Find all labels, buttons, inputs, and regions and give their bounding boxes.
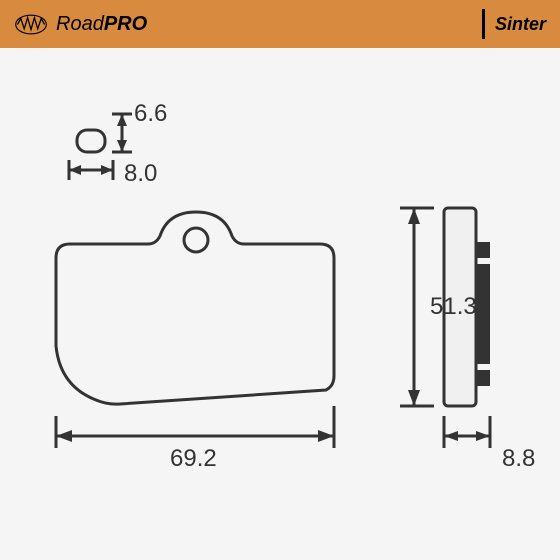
header-bar: RoadPRO Sinter <box>0 0 560 48</box>
product-subtitle: Sinter <box>495 14 546 35</box>
dim-w-arrow-r <box>318 430 334 442</box>
label-thickness: 8.8 <box>502 445 535 473</box>
header-left: RoadPRO <box>14 13 147 36</box>
dim-t-arrow-r <box>476 431 490 441</box>
dim-t-arrow-l <box>444 431 458 441</box>
dim-h-arrow-t <box>408 208 420 224</box>
dim-hole-h-arrow-up <box>117 114 127 126</box>
dim-h-arrow-b <box>408 390 420 406</box>
divider-bar <box>482 9 485 39</box>
title-suffix: PRO <box>104 13 147 35</box>
label-width: 69.2 <box>170 445 217 473</box>
header-right: Sinter <box>482 9 546 39</box>
dim-hole-w-arrow-r <box>101 165 113 175</box>
dim-hole-w-arrow-l <box>69 165 81 175</box>
brake-pad-outline <box>56 212 334 404</box>
hole-shape <box>77 130 105 152</box>
dim-hole-h-arrow-dn <box>117 140 127 152</box>
label-hole-width: 8.0 <box>124 160 157 188</box>
title-prefix: Road <box>56 13 104 35</box>
label-hole-height: 6.6 <box>134 100 167 128</box>
dim-w-arrow-l <box>56 430 72 442</box>
label-height: 51.3 <box>430 293 477 321</box>
pad-hole <box>184 228 208 252</box>
brand-logo-icon <box>14 13 48 36</box>
product-title: RoadPRO <box>56 13 147 36</box>
